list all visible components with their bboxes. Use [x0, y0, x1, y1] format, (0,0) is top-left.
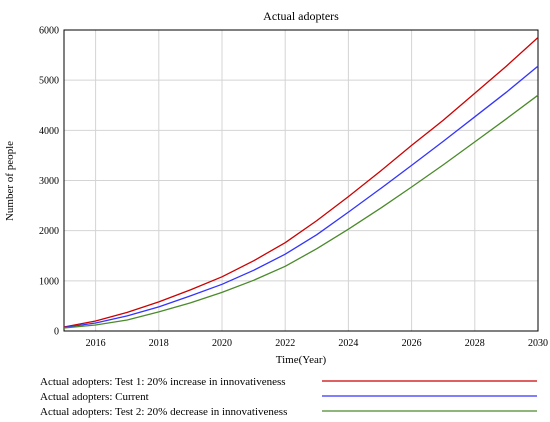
y-tick-label: 2000 [39, 226, 59, 237]
x-axis-label: Time(Year) [276, 354, 327, 366]
x-tick-label: 2030 [528, 338, 548, 349]
legend: Actual adopters: Test 1: 20% increase in… [40, 376, 537, 418]
plot-frame [63, 29, 539, 332]
y-tick-label: 6000 [39, 26, 59, 37]
series-line-2 [63, 65, 539, 329]
legend-label-1: Actual adopters: Test 1: 20% increase in… [40, 376, 286, 388]
y-axis-label: Number of people [4, 141, 16, 221]
y-tick-label: 4000 [39, 126, 59, 137]
series-line-1 [63, 37, 539, 328]
x-tick-label: 2028 [465, 338, 485, 349]
y-tick-label: 0 [54, 327, 59, 338]
x-axis-ticks: 2016 2018 2020 2022 2024 2026 2028 2030 [86, 338, 548, 349]
legend-label-2: Actual adopters: Current [40, 391, 149, 403]
x-tick-label: 2022 [275, 338, 295, 349]
y-tick-label: 5000 [39, 76, 59, 87]
legend-label-3: Actual adopters: Test 2: 20% decrease in… [40, 406, 287, 418]
grid [64, 29, 539, 332]
x-tick-label: 2016 [86, 338, 106, 349]
y-tick-label: 1000 [39, 276, 59, 287]
x-tick-label: 2018 [149, 338, 169, 349]
x-tick-label: 2020 [212, 338, 232, 349]
chart-title: Actual adopters [263, 9, 339, 23]
series-lines [63, 37, 539, 329]
y-tick-label: 3000 [39, 176, 59, 187]
series-line-3 [63, 94, 539, 329]
x-tick-label: 2024 [338, 338, 358, 349]
x-tick-label: 2026 [402, 338, 422, 349]
y-axis-ticks: 0 1000 2000 3000 4000 5000 6000 [39, 26, 59, 338]
